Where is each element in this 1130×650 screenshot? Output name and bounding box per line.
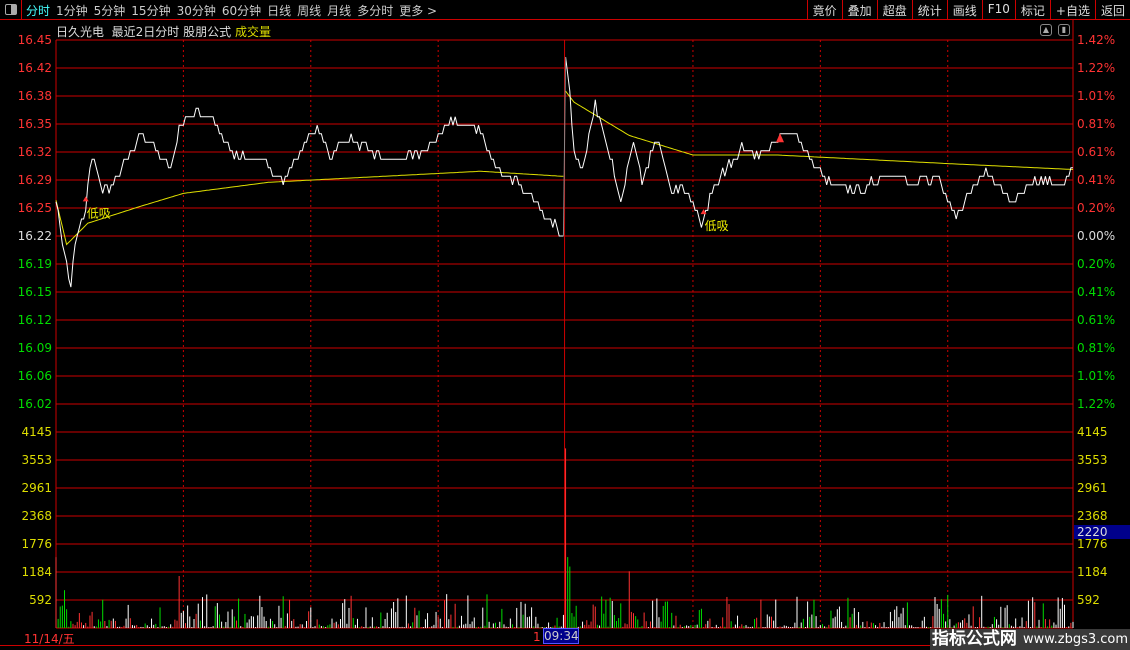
toolbar-button[interactable]: 标记	[1014, 0, 1050, 20]
volume-axis-label: 3553	[21, 453, 52, 467]
formula-label[interactable]: 股朋公式	[183, 25, 232, 39]
indicator-label[interactable]: 成交量	[234, 25, 271, 39]
period-tab[interactable]: 月线	[327, 4, 352, 18]
period-tab[interactable]: 周线	[297, 4, 322, 18]
volume-axis-label-right: 1184	[1077, 565, 1108, 579]
panel-toggle-icon[interactable]: ▮	[1058, 24, 1070, 36]
chart-subtitle: 日久光电 最近2日分时 股朋公式 成交量	[56, 23, 271, 40]
volume-axis-label: 2961	[21, 481, 52, 495]
percent-axis-label: 1.42%	[1077, 33, 1115, 47]
period-tab[interactable]: 1分钟	[56, 4, 88, 18]
toolbar-button[interactable]: 返回	[1094, 0, 1130, 20]
panel-icon	[5, 4, 17, 15]
price-line	[55, 56, 1073, 288]
volume-axis-label-right: 3553	[1077, 453, 1108, 467]
percent-axis-label: 0.20%	[1077, 257, 1115, 271]
percent-axis-label: 0.61%	[1077, 145, 1115, 159]
mode-label[interactable]: 最近2日分时	[111, 25, 180, 39]
bottom-tabs-bar	[0, 645, 930, 650]
percent-axis-label: 0.41%	[1077, 285, 1115, 299]
percent-axis-label: 1.22%	[1077, 397, 1115, 411]
volume-axis-label-right: 1776	[1077, 537, 1108, 551]
price-axis-label: 16.19	[18, 257, 52, 271]
signal-label: 低吸	[87, 206, 111, 220]
toolbar-right-buttons: 竟价 叠加 超盘 统计 画线 F10 标记 +自选 返回	[806, 0, 1130, 20]
price-axis-label: 16.02	[18, 397, 52, 411]
period-tab[interactable]: 日线	[267, 4, 292, 18]
percent-axis-label: 1.22%	[1077, 61, 1115, 75]
price-axis-label: 16.15	[18, 285, 52, 299]
period-tab[interactable]: 30分钟	[176, 4, 216, 18]
buy-arrow-icon	[700, 209, 707, 215]
toolbar-button[interactable]: 画线	[946, 0, 982, 20]
cursor-time-label: 09:34	[543, 628, 579, 644]
percent-axis-label: 0.00%	[1077, 229, 1115, 243]
sidebar-toggle-button[interactable]	[0, 0, 22, 20]
volume-axis-label-right: 592	[1077, 593, 1100, 607]
period-tab[interactable]: 60分钟	[221, 4, 262, 18]
volume-axis-label: 1776	[21, 537, 52, 551]
period-tab[interactable]: 更多 >	[399, 4, 438, 18]
watermark-title: 指标公式网	[931, 629, 1017, 649]
pin-icon[interactable]: ▲	[1040, 24, 1052, 36]
watermark-url: www.zbgs3.com	[1022, 632, 1129, 647]
average-price-line	[55, 90, 1074, 246]
period-tab[interactable]: 多分时	[357, 4, 394, 18]
price-axis-label: 16.25	[18, 201, 52, 215]
volume-axis-label-right: 2368	[1077, 509, 1108, 523]
price-axis-label: 16.06	[18, 369, 52, 383]
signal-label: 低吸	[705, 219, 729, 233]
cursor-prefix: 1	[533, 630, 541, 644]
volume-axis-label: 1184	[21, 565, 52, 579]
period-tab[interactable]: 分时	[26, 4, 51, 18]
period-tabs: 分时 1分钟 5分钟 15分钟 30分钟 60分钟 日线 周线 月线 多分时 更多 >	[26, 2, 437, 19]
period-tab[interactable]: 5分钟	[93, 4, 126, 18]
volume-axis-label-right: 4145	[1077, 425, 1108, 439]
price-axis-label: 16.35	[18, 117, 52, 131]
volume-axis-label-right: 2961	[1077, 481, 1108, 495]
volume-axis-label: 4145	[21, 425, 52, 439]
toolbar-button[interactable]: F10	[981, 0, 1015, 20]
toolbar-button[interactable]: 竟价	[806, 0, 842, 20]
percent-axis-label: 0.61%	[1077, 313, 1115, 327]
price-axis-label: 16.12	[18, 313, 52, 327]
price-axis-label: 16.45	[18, 33, 52, 47]
price-axis-label: 16.32	[18, 145, 52, 159]
price-axis-label: 16.09	[18, 341, 52, 355]
volume-axis-label: 592	[29, 593, 52, 607]
up-arrow-icon	[776, 133, 785, 143]
percent-axis-label: 0.41%	[1077, 173, 1115, 187]
price-axis-label: 16.42	[18, 61, 52, 75]
watermark: 指标公式网 www.zbgs3.com	[930, 629, 1130, 650]
price-axis-label: 16.29	[18, 173, 52, 187]
percent-axis-label: 0.81%	[1077, 341, 1115, 355]
toolbar-button[interactable]: 叠加	[841, 0, 877, 20]
price-axis-label: 16.22	[18, 229, 52, 243]
day-gap-connector	[562, 57, 567, 237]
toolbar-button[interactable]: +自选	[1049, 0, 1095, 20]
top-toolbar: 分时 1分钟 5分钟 15分钟 30分钟 60分钟 日线 周线 月线 多分时 更多 > 竟价 叠加 超盘…	[0, 0, 1130, 20]
buy-arrow-icon	[82, 196, 89, 202]
percent-axis-label: 1.01%	[1077, 369, 1115, 383]
percent-axis-label: 1.01%	[1077, 89, 1115, 103]
toolbar-button[interactable]: 超盘	[876, 0, 912, 20]
date-label: 11/14/五	[24, 632, 75, 646]
percent-axis-label: 0.81%	[1077, 117, 1115, 131]
percent-axis-label: 0.20%	[1077, 201, 1115, 215]
toolbar-button[interactable]: 统计	[911, 0, 947, 20]
price-axis-label: 16.38	[18, 89, 52, 103]
period-tab[interactable]: 15分钟	[131, 4, 171, 18]
cursor-volume-label: 2220	[1074, 525, 1130, 539]
volume-axis-label: 2368	[21, 509, 52, 523]
stock-name: 日久光电	[56, 25, 105, 39]
